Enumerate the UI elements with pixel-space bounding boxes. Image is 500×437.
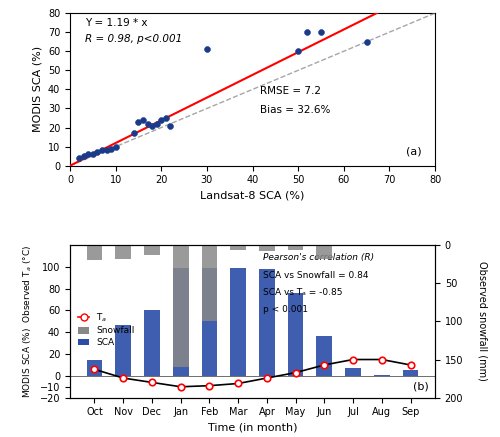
Bar — [173, 245, 188, 367]
Point — [102, 147, 110, 154]
Point — [119, 375, 127, 382]
Point — [317, 29, 325, 36]
Point — [234, 380, 242, 387]
Bar — [144, 245, 160, 255]
Point — [203, 46, 211, 53]
Point — [80, 153, 88, 160]
Bar — [316, 245, 332, 259]
Bar — [288, 245, 304, 250]
Bar — [230, 268, 246, 376]
Point — [166, 122, 174, 129]
Text: R = 0.98, p<0.001: R = 0.98, p<0.001 — [84, 35, 182, 45]
Bar — [316, 336, 332, 376]
Point — [406, 361, 414, 368]
Text: SCA vs Tₐ = -0.85: SCA vs Tₐ = -0.85 — [264, 288, 343, 297]
Y-axis label: MODIS SCA (%)  Observed T$_a$ (°C): MODIS SCA (%) Observed T$_a$ (°C) — [22, 245, 34, 398]
Point — [176, 383, 184, 390]
Point — [263, 375, 271, 382]
Point — [84, 151, 92, 158]
Point — [134, 118, 142, 125]
Bar — [230, 245, 246, 250]
Point — [90, 366, 98, 373]
Point — [130, 130, 138, 137]
Bar — [259, 245, 275, 251]
Point — [294, 48, 302, 55]
X-axis label: Landsat-8 SCA (%): Landsat-8 SCA (%) — [200, 191, 304, 201]
Bar — [202, 268, 218, 376]
Text: SCA vs Snowfall = 0.84: SCA vs Snowfall = 0.84 — [264, 271, 369, 280]
Bar — [402, 371, 418, 376]
Point — [349, 356, 357, 363]
Bar — [144, 310, 160, 376]
Point — [144, 120, 152, 127]
Bar — [116, 325, 131, 376]
Text: (b): (b) — [413, 382, 429, 392]
Text: Y = 1.19 * x: Y = 1.19 * x — [84, 17, 147, 28]
Bar — [86, 360, 102, 376]
Text: Bias = 32.6%: Bias = 32.6% — [260, 105, 330, 114]
Text: RMSE = 7.2: RMSE = 7.2 — [260, 87, 321, 97]
Bar — [288, 293, 304, 376]
Point — [152, 120, 160, 127]
Point — [292, 369, 300, 376]
Bar — [202, 245, 218, 321]
Point — [94, 149, 102, 156]
Point — [162, 114, 170, 121]
Point — [362, 38, 370, 45]
Point — [148, 379, 156, 386]
Point — [112, 143, 120, 150]
Bar — [173, 268, 188, 376]
Bar — [259, 269, 275, 376]
Point — [303, 29, 311, 36]
Bar — [86, 245, 102, 260]
Point — [139, 116, 147, 123]
Text: Pearson's correlation (R): Pearson's correlation (R) — [264, 253, 374, 262]
Text: p < 0.001: p < 0.001 — [264, 305, 308, 314]
Point — [206, 382, 214, 389]
Point — [98, 147, 106, 154]
Point — [157, 116, 165, 123]
Point — [320, 361, 328, 368]
Y-axis label: Observed snowfall (mm): Observed snowfall (mm) — [477, 261, 487, 382]
Bar — [345, 368, 361, 376]
Point — [89, 151, 97, 158]
Text: (a): (a) — [406, 146, 421, 156]
Y-axis label: MODIS SCA (%): MODIS SCA (%) — [32, 46, 42, 132]
X-axis label: Time (in month): Time (in month) — [208, 423, 297, 433]
Point — [148, 122, 156, 129]
Legend: T$_a$, Snowfall, SCA: T$_a$, Snowfall, SCA — [74, 308, 138, 351]
Point — [107, 145, 115, 152]
Bar — [116, 245, 131, 259]
Point — [75, 155, 83, 162]
Point — [378, 356, 386, 363]
Bar — [374, 375, 390, 376]
